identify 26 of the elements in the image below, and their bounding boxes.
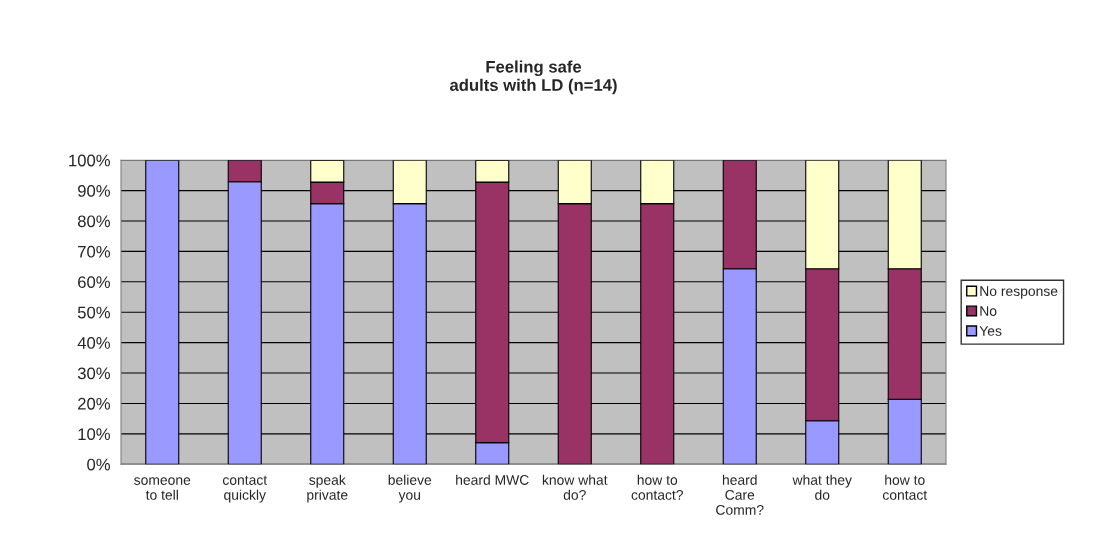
y-tick-label: 0% bbox=[87, 458, 110, 471]
legend-label: No response bbox=[980, 286, 1058, 299]
y-tick-label: 40% bbox=[77, 337, 110, 349]
x-tick-label: know what do? bbox=[542, 474, 608, 500]
x-tick-label: speak private bbox=[307, 474, 348, 503]
y-tick-label: 100% bbox=[69, 154, 110, 167]
y-tick-label: 30% bbox=[77, 367, 110, 380]
x-tick-label: believe you bbox=[388, 474, 432, 503]
y-tick-label: 60% bbox=[78, 276, 110, 289]
y-tick-label: 70% bbox=[78, 245, 110, 258]
x-tick-label: how to contact bbox=[882, 474, 928, 500]
x-tick-label: contact quickly bbox=[222, 475, 268, 503]
x-tick-label: heard MWC bbox=[456, 474, 529, 485]
y-tick-label: 90% bbox=[78, 184, 110, 197]
legend-label: No bbox=[980, 306, 997, 316]
x-tick-label: someone to tell bbox=[134, 477, 191, 500]
y-tick-label: 10% bbox=[78, 428, 110, 441]
x-tick-label: heard Care Comm? bbox=[716, 474, 764, 515]
x-tick-label: what they do bbox=[792, 474, 852, 500]
chart-subtitle: adults with LD (n=14) bbox=[449, 78, 617, 95]
y-tick-label: 80% bbox=[77, 215, 110, 228]
y-tick-label: 20% bbox=[78, 397, 110, 410]
legend-label: Yes bbox=[979, 326, 1002, 336]
chart-title: Feeling safe bbox=[486, 60, 582, 77]
y-tick-label: 50% bbox=[77, 306, 110, 319]
x-tick-label: how to contact? bbox=[631, 474, 683, 500]
